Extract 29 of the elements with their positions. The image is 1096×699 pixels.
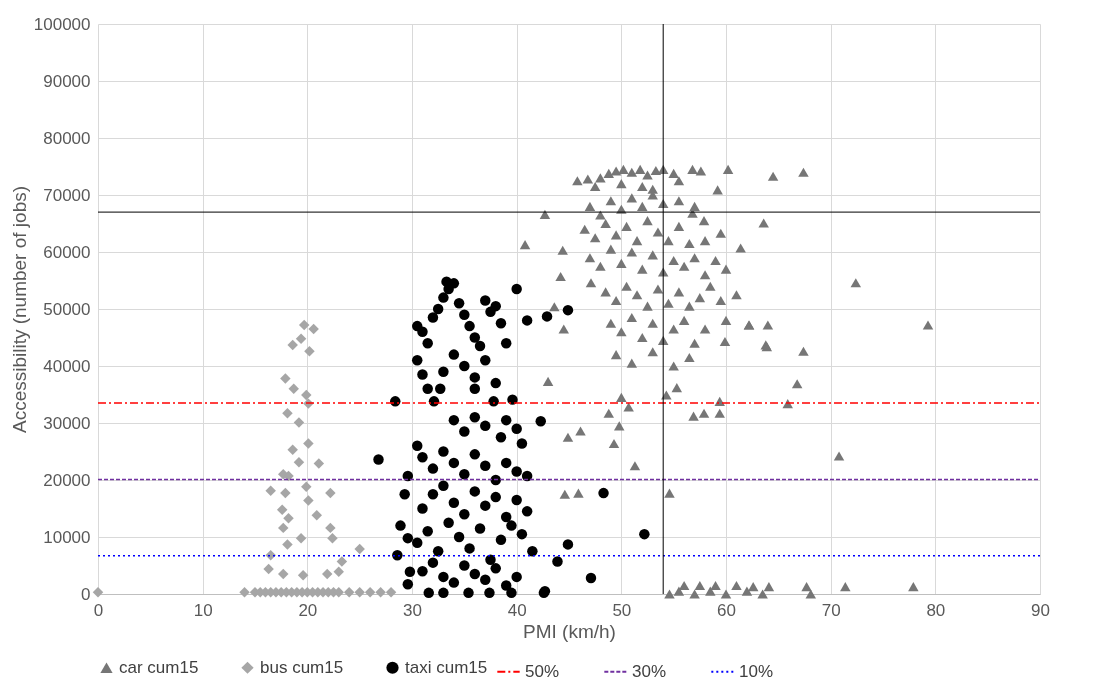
x-tick-label: 30	[403, 600, 422, 620]
legend-label: 30%	[632, 661, 667, 681]
y-tick-label: 80000	[43, 128, 91, 148]
legend-label: 50%	[525, 661, 560, 681]
y-tick-label: 0	[81, 584, 91, 604]
x-tick-label: 10	[193, 600, 213, 620]
legend-label: bus cum15	[260, 657, 344, 677]
x-tick-label: 40	[507, 600, 527, 620]
y-tick-label: 10000	[43, 527, 91, 547]
y-tick-label: 60000	[43, 242, 91, 262]
y-tick-label: 30000	[43, 413, 91, 433]
y-tick-label: 70000	[43, 185, 91, 205]
x-tick-label: 70	[821, 600, 841, 620]
x-tick-label: 90	[1031, 600, 1050, 620]
y-tick-label: 40000	[43, 356, 91, 376]
x-tick-label: 60	[717, 600, 736, 620]
legend-label: taxi cum15	[405, 657, 488, 677]
x-tick-label: 50	[612, 600, 632, 620]
x-tick-label: 20	[298, 600, 318, 620]
y-tick-label: 20000	[43, 470, 91, 490]
x-tick-label: 0	[93, 600, 104, 620]
y-axis-title: Accessibility (number of jobs)	[8, 185, 30, 434]
y-tick-label: 100000	[33, 14, 91, 34]
x-axis-title: PMI (km/h)	[523, 620, 616, 642]
legend-label: 10%	[739, 661, 774, 681]
x-tick-label: 80	[926, 600, 946, 620]
y-tick-label: 50000	[43, 299, 91, 319]
legend-label: car cum15	[119, 657, 199, 677]
y-tick-label: 90000	[43, 71, 91, 91]
